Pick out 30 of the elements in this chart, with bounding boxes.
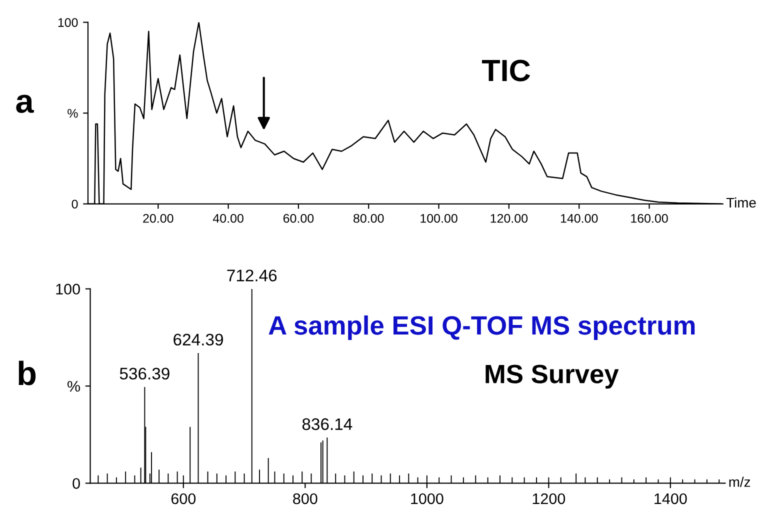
x-tick-label: 160.00: [631, 214, 668, 223]
x-tick-label: 40.00: [212, 214, 244, 223]
x-tick-label: 1000: [411, 493, 444, 504]
x-tick-label: 20.00: [143, 214, 174, 223]
x-tick-label: 140.00: [560, 214, 598, 223]
text: b: [18, 360, 36, 386]
x-axis-title: m/z: [729, 476, 750, 487]
y-tick-label: 100: [58, 18, 78, 27]
x-tick-label: 100.00: [420, 214, 458, 223]
y-tick-label: 0: [72, 478, 80, 489]
annotation: TIC: [482, 60, 530, 82]
x-tick-label: 80.00: [354, 214, 384, 223]
y-tick-label: %: [68, 380, 80, 392]
text: a: [16, 94, 34, 113]
y-tick-label: %: [68, 108, 78, 118]
x-tick-label: 1200: [532, 493, 566, 504]
annotation: 836.14: [302, 418, 352, 430]
x-axis-title: Time: [726, 197, 756, 208]
x-tick-label: 120.00: [490, 214, 528, 223]
annotation: MS Survey: [486, 364, 619, 389]
annotation: A sample ESI Q-TOF MS spectrum: [268, 315, 695, 340]
x-tick-label: 1400: [654, 493, 687, 504]
x-tick-label: 800: [293, 493, 318, 504]
annotation: 536.39: [120, 368, 170, 380]
y-tick-label: 0: [72, 200, 78, 209]
x-tick-label: 600: [171, 493, 196, 504]
y-tick-label: 100: [56, 284, 80, 295]
annotation: 712.46: [227, 270, 277, 282]
x-tick-label: 60.00: [283, 214, 314, 223]
annotation: 624.39: [174, 334, 223, 346]
